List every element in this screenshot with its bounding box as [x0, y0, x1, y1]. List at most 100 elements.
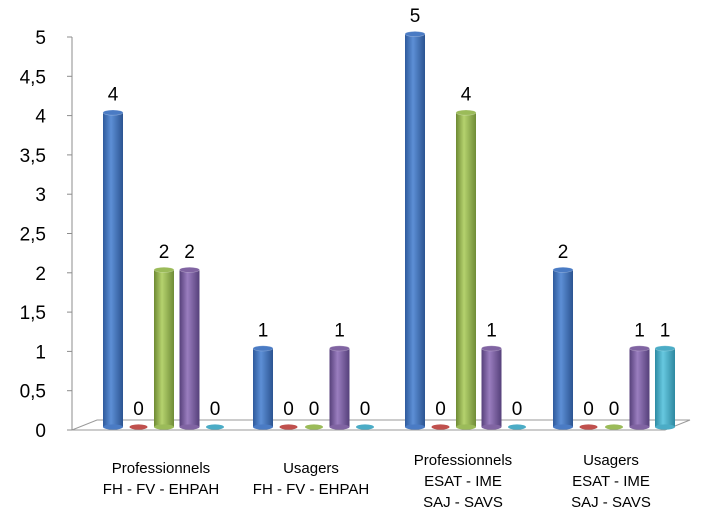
data-label: 4 — [461, 85, 472, 106]
bar-body — [103, 112, 123, 427]
y-tick-label: 0 — [35, 421, 46, 442]
bar-bottom — [179, 424, 200, 430]
bar — [129, 424, 148, 430]
y-tick-label: 3,5 — [20, 146, 46, 167]
chart-floor-plane — [71, 419, 691, 431]
x-category-label: Professionnels FH - FV - EHPAH — [103, 460, 219, 498]
bar-body — [629, 348, 650, 427]
x-category-label-line: FH - FV - EHPAH — [253, 481, 369, 498]
bar-bottom — [154, 424, 174, 430]
bar — [404, 31, 426, 430]
bar-zero-disc — [206, 424, 224, 430]
bar — [654, 345, 676, 430]
bar-bottom — [655, 424, 675, 430]
data-label: 1 — [486, 320, 497, 341]
bar-bottom — [456, 424, 476, 430]
bar — [102, 109, 124, 430]
x-category-label-line: SAJ - SAVS — [423, 494, 503, 511]
bar-body — [154, 269, 174, 427]
x-category-label: Professionnels ESAT - IME SAJ - SAVS — [414, 452, 512, 511]
data-label: 2 — [184, 242, 195, 263]
bar-zero-disc — [356, 424, 374, 430]
x-category-label-line: ESAT - IME — [572, 473, 650, 490]
x-category-label-line: Usagers — [583, 452, 639, 469]
bar-bottom — [329, 424, 350, 430]
bar-bottom — [481, 424, 502, 430]
bar-body — [405, 34, 425, 427]
y-tick-label: 1 — [35, 342, 46, 363]
x-category-label-line: FH - FV - EHPAH — [103, 481, 219, 498]
data-label: 0 — [133, 399, 144, 420]
bar-zero-disc — [605, 424, 623, 430]
bar-zero-disc — [305, 424, 323, 430]
bar-top — [552, 266, 574, 273]
data-label: 0 — [435, 399, 446, 420]
data-label: 0 — [609, 399, 620, 420]
x-category-label-line: SAJ - SAVS — [571, 494, 651, 511]
bar-top — [153, 266, 175, 273]
y-tick-label: 0,5 — [20, 382, 46, 403]
data-label: 2 — [159, 242, 170, 263]
bar-bottom — [553, 424, 573, 430]
bar — [206, 424, 224, 430]
data-label: 1 — [258, 320, 269, 341]
bar-bottom — [629, 424, 650, 430]
bar — [579, 424, 598, 430]
bar-top — [329, 345, 350, 352]
bar-top — [252, 345, 274, 352]
bar-top — [404, 31, 426, 37]
bar-zero-disc — [508, 424, 526, 430]
data-label: 1 — [334, 320, 345, 341]
y-tick-label: 2,5 — [20, 225, 46, 246]
bar-zero-disc — [129, 424, 148, 430]
bar — [153, 266, 175, 430]
bar — [508, 424, 526, 430]
bar — [356, 424, 374, 430]
bar — [252, 345, 274, 430]
data-label: 0 — [512, 399, 523, 420]
bar-body — [553, 269, 573, 427]
bar-top — [455, 109, 477, 116]
bar-zero-disc — [279, 424, 298, 430]
bar-bottom — [405, 424, 425, 430]
bar-body — [329, 348, 350, 427]
bar-body — [481, 348, 502, 427]
bar — [431, 424, 450, 430]
x-category-label-line: Professionnels — [414, 452, 512, 469]
bar — [629, 345, 650, 430]
data-label: 0 — [210, 399, 221, 420]
bar-zero-disc — [431, 424, 450, 430]
x-category-label-line: Professionnels — [112, 460, 210, 477]
bar-top — [654, 345, 676, 352]
bar-bottom — [253, 424, 273, 430]
bar-body — [179, 269, 200, 427]
bar-top — [629, 345, 650, 352]
bar — [552, 266, 574, 430]
bar-top — [102, 109, 124, 116]
data-label: 4 — [108, 85, 119, 106]
y-tick-label: 5 — [35, 28, 46, 49]
bar-body — [456, 112, 476, 427]
bar — [605, 424, 623, 430]
bar — [305, 424, 323, 430]
bar-bottom — [103, 424, 123, 430]
data-label: 0 — [360, 399, 371, 420]
bar-top — [481, 345, 502, 352]
bar-top — [179, 266, 200, 273]
bar — [455, 109, 477, 430]
bar-zero-disc — [579, 424, 598, 430]
x-category-label: Usagers FH - FV - EHPAH — [253, 460, 369, 498]
y-tick-label: 3 — [35, 185, 46, 206]
data-label: 2 — [558, 242, 569, 263]
data-label: 5 — [410, 6, 421, 27]
y-tick-label: 1,5 — [20, 303, 46, 324]
bar — [329, 345, 350, 430]
x-category-label-line: ESAT - IME — [424, 473, 502, 490]
y-tick-label: 4 — [35, 107, 46, 128]
x-category-label-line: Usagers — [283, 460, 339, 477]
x-category-label: Usagers ESAT - IME SAJ - SAVS — [571, 452, 651, 511]
y-axis: 0 0,5 1 1,5 2 2,5 3 3,5 4 4,5 5 — [20, 28, 73, 442]
y-tick-label: 4,5 — [20, 67, 46, 88]
y-tick-label: 2 — [35, 264, 46, 285]
